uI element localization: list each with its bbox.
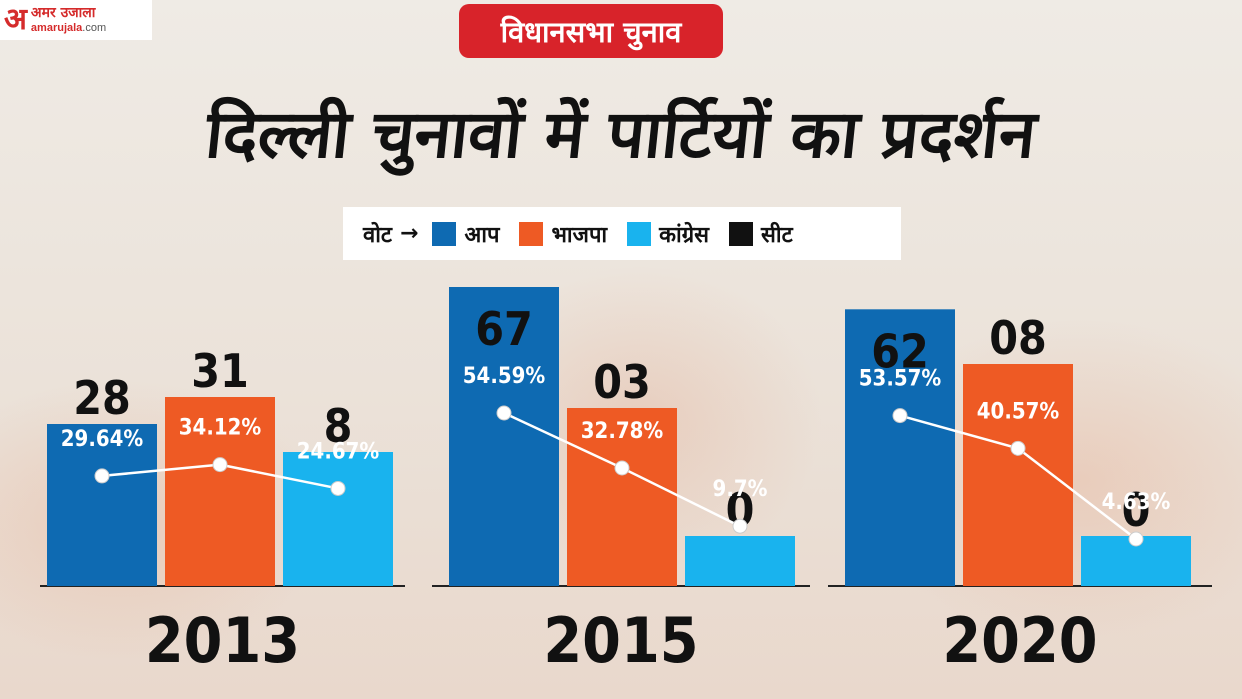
seat-label: 31 xyxy=(191,344,249,398)
vote-label: 40.57% xyxy=(977,399,1060,424)
vote-point xyxy=(732,518,748,534)
arrow-right-icon: → xyxy=(400,221,419,246)
legend-label: कांग्रेस xyxy=(659,222,710,248)
seat-label: 28 xyxy=(73,371,131,425)
legend-swatch xyxy=(627,221,652,246)
vote-point xyxy=(892,408,908,424)
vote-point xyxy=(1010,440,1026,456)
bar xyxy=(845,309,955,586)
logo-site: amarujala.com xyxy=(30,22,107,34)
legend-item: आप xyxy=(432,219,499,249)
vote-trend-line xyxy=(219,463,339,490)
legend-label: आप xyxy=(464,222,500,248)
vote-label: 53.57% xyxy=(859,367,942,392)
vote-point xyxy=(496,405,512,421)
legend-swatch xyxy=(432,221,457,246)
logo-hindi: अमर उजाला xyxy=(30,5,96,21)
vote-label: 29.64% xyxy=(61,427,144,452)
bar xyxy=(963,364,1073,586)
logo-mark: अ xyxy=(4,2,27,37)
bar xyxy=(283,452,393,586)
seat-label: 0 xyxy=(1122,483,1151,537)
legend-label: भाजपा xyxy=(551,222,608,248)
legend-item: कांग्रेस xyxy=(627,219,709,249)
vote-trend-line xyxy=(503,411,623,470)
legend-swatch xyxy=(519,221,544,246)
vote-point xyxy=(330,480,346,496)
vote-label: 54.59% xyxy=(463,364,546,389)
vote-point xyxy=(614,460,630,476)
legend-item: भाजपा xyxy=(519,219,607,249)
bar xyxy=(47,424,157,586)
seat-label: 62 xyxy=(871,324,929,378)
year-label: 2015 xyxy=(543,604,698,677)
vote-trend-line xyxy=(621,466,741,528)
vote-trend-line xyxy=(899,414,1019,450)
seat-label: 08 xyxy=(989,311,1047,365)
bar xyxy=(449,287,559,586)
vote-trend-line xyxy=(101,463,221,478)
bar xyxy=(685,536,795,586)
year-label: 2020 xyxy=(942,604,1097,677)
vote-label: 9.7% xyxy=(713,477,768,502)
bar xyxy=(567,408,677,586)
vote-point xyxy=(1128,531,1144,547)
seat-label: 8 xyxy=(324,399,353,453)
legend-item: सीट xyxy=(729,219,793,249)
legend-swatch xyxy=(729,221,754,246)
vote-trend-line xyxy=(1017,447,1137,540)
seat-label: 67 xyxy=(475,302,533,356)
vote-point xyxy=(212,457,228,473)
seat-label: 03 xyxy=(593,355,651,409)
amarujala-logo: अ अमर उजाला amarujala.com xyxy=(0,0,152,40)
section-banner: विधानसभा चुनाव xyxy=(459,4,723,58)
legend-prefix: वोट xyxy=(363,222,393,248)
vote-label: 32.78% xyxy=(581,419,664,444)
legend-label: सीट xyxy=(761,222,793,248)
vote-point xyxy=(94,468,110,484)
bar xyxy=(165,397,275,586)
legend: वोट → आप भाजपा कांग्रेस सीट xyxy=(343,207,901,260)
vote-label: 34.12% xyxy=(179,416,262,441)
vote-label: 4.63% xyxy=(1102,490,1171,515)
vote-label: 24.67% xyxy=(297,439,380,464)
year-label: 2013 xyxy=(145,604,300,677)
